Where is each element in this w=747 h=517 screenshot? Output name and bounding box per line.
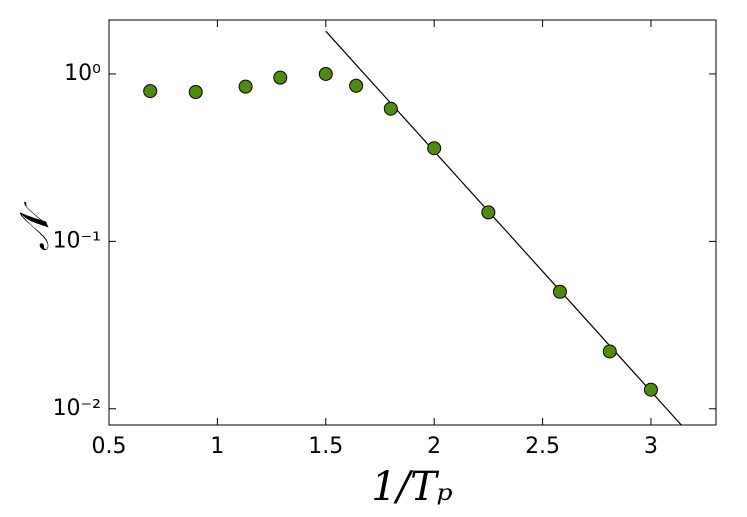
- plot-frame: [108, 19, 717, 426]
- x-tick-label: 1.5: [308, 434, 343, 459]
- data-point: [143, 84, 158, 99]
- y-tick-label: 10⁻²: [53, 396, 101, 421]
- x-tick-label: 1: [210, 434, 224, 459]
- data-point: [318, 66, 333, 81]
- data-point: [238, 79, 253, 94]
- data-point: [643, 382, 658, 397]
- data-point: [602, 344, 617, 359]
- y-tick-label: 10⁻¹: [53, 228, 101, 253]
- data-point: [383, 101, 398, 116]
- data-point: [273, 70, 288, 85]
- x-axis-label: 1/Tₚ: [371, 464, 453, 510]
- data-point: [427, 141, 442, 156]
- x-tick-label: 3: [644, 434, 658, 459]
- data-point: [188, 85, 203, 100]
- data-point: [481, 205, 496, 220]
- y-axis-label: 𝒩: [12, 201, 58, 251]
- y-tick-label: 10⁰: [64, 61, 101, 86]
- x-tick-label: 0.5: [92, 434, 127, 459]
- x-tick-label: 2: [427, 434, 441, 459]
- x-tick-label: 2.5: [525, 434, 560, 459]
- data-point: [552, 284, 567, 299]
- data-point: [349, 78, 364, 93]
- fit-line: [325, 30, 682, 426]
